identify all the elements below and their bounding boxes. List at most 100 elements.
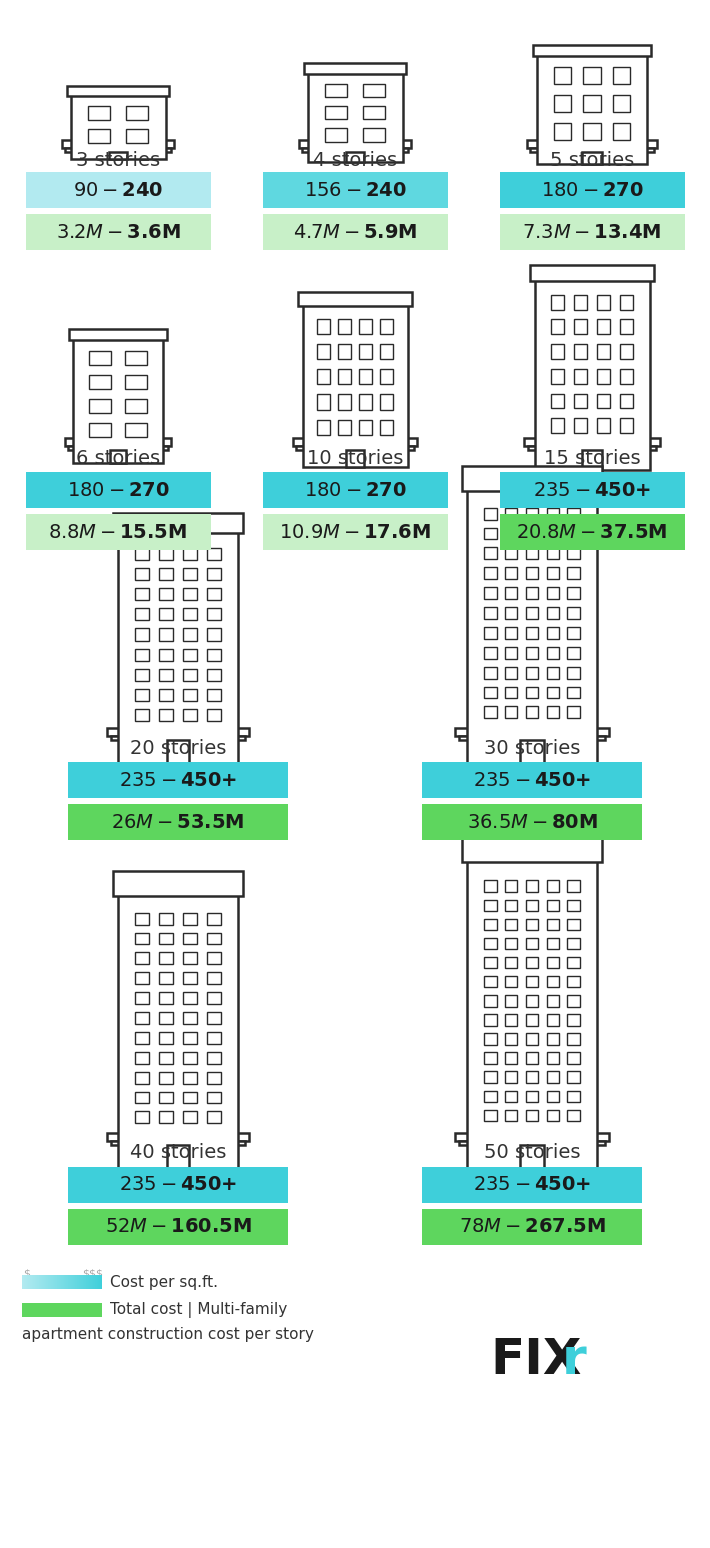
Bar [113,872,243,896]
Bar [574,319,587,334]
Bar [302,149,408,152]
Bar [338,319,351,334]
Bar [126,130,148,142]
Bar [528,446,657,450]
Bar [567,995,580,1006]
Bar [126,107,148,121]
Bar [41,1276,43,1289]
Bar [484,1033,496,1045]
Bar [65,438,171,446]
Bar [59,1276,60,1289]
Text: apartment construction cost per story: apartment construction cost per story [22,1328,314,1342]
Bar [167,1146,189,1175]
Bar [567,1033,580,1045]
Bar [182,913,197,924]
Bar [135,952,149,964]
Bar [620,393,633,409]
Bar [547,881,559,892]
Bar [363,128,386,142]
Bar [455,728,608,735]
Bar [554,67,572,84]
Bar [263,472,447,508]
Bar [299,139,411,149]
Bar [33,1276,34,1289]
Bar [90,1276,92,1289]
Bar [567,686,580,698]
Bar [484,938,496,949]
Bar [159,669,173,681]
Bar [526,1014,538,1026]
Bar [159,588,173,601]
Text: $180 - $270: $180 - $270 [67,480,170,500]
Bar [85,1276,87,1289]
Bar [79,1276,80,1289]
Bar [380,395,393,410]
Bar [526,607,538,619]
Bar [547,587,559,599]
Bar [207,992,222,1005]
Text: $235 - $450+: $235 - $450+ [119,771,237,789]
Bar [24,1276,26,1289]
Bar [263,514,447,550]
Bar [135,1111,149,1124]
Bar [159,1033,173,1043]
Bar [526,995,538,1006]
Bar [505,567,518,579]
Bar [182,952,197,964]
Bar [89,375,111,389]
Bar [505,607,518,619]
Bar [159,628,173,641]
Bar [63,1276,65,1289]
Bar [547,1033,559,1045]
Bar [26,514,210,550]
Bar [302,297,408,467]
Bar [207,1051,222,1063]
Bar [35,1276,36,1289]
Bar [70,330,167,341]
Bar [583,122,601,139]
Bar [48,1276,49,1289]
Bar [359,420,372,435]
Text: $4.7M - $5.9M: $4.7M - $5.9M [293,223,417,241]
Bar [505,1014,518,1026]
Bar [547,1110,559,1121]
Bar [547,706,559,718]
Text: $$$: $$$ [82,1269,103,1279]
Bar [505,899,518,912]
Bar [550,319,564,334]
Bar [422,1209,642,1245]
Bar [26,172,210,207]
Bar [547,1053,559,1063]
Bar [159,608,173,621]
Bar [68,803,288,841]
Bar [52,1276,53,1289]
Bar [43,1276,44,1289]
Text: $235 - $450+: $235 - $450+ [533,480,651,500]
Bar [484,587,496,599]
Bar [159,1111,173,1124]
Bar [135,932,149,944]
Bar [75,1276,76,1289]
Bar [505,1053,518,1063]
Bar [135,1071,149,1084]
Bar [567,548,580,559]
Bar [96,1276,97,1289]
Bar [380,420,393,435]
Bar [125,399,147,413]
Bar [455,1133,608,1141]
Bar [80,1276,82,1289]
Bar [547,918,559,930]
Bar [182,568,197,580]
Bar [26,1276,27,1289]
Bar [547,957,559,969]
Bar [567,667,580,678]
Bar [567,957,580,969]
Bar [135,972,149,985]
Bar [38,1276,39,1289]
Bar [505,706,518,718]
Bar [574,418,587,433]
Bar [554,94,572,111]
Bar [583,67,601,84]
Bar [500,172,684,207]
Bar [484,627,496,639]
